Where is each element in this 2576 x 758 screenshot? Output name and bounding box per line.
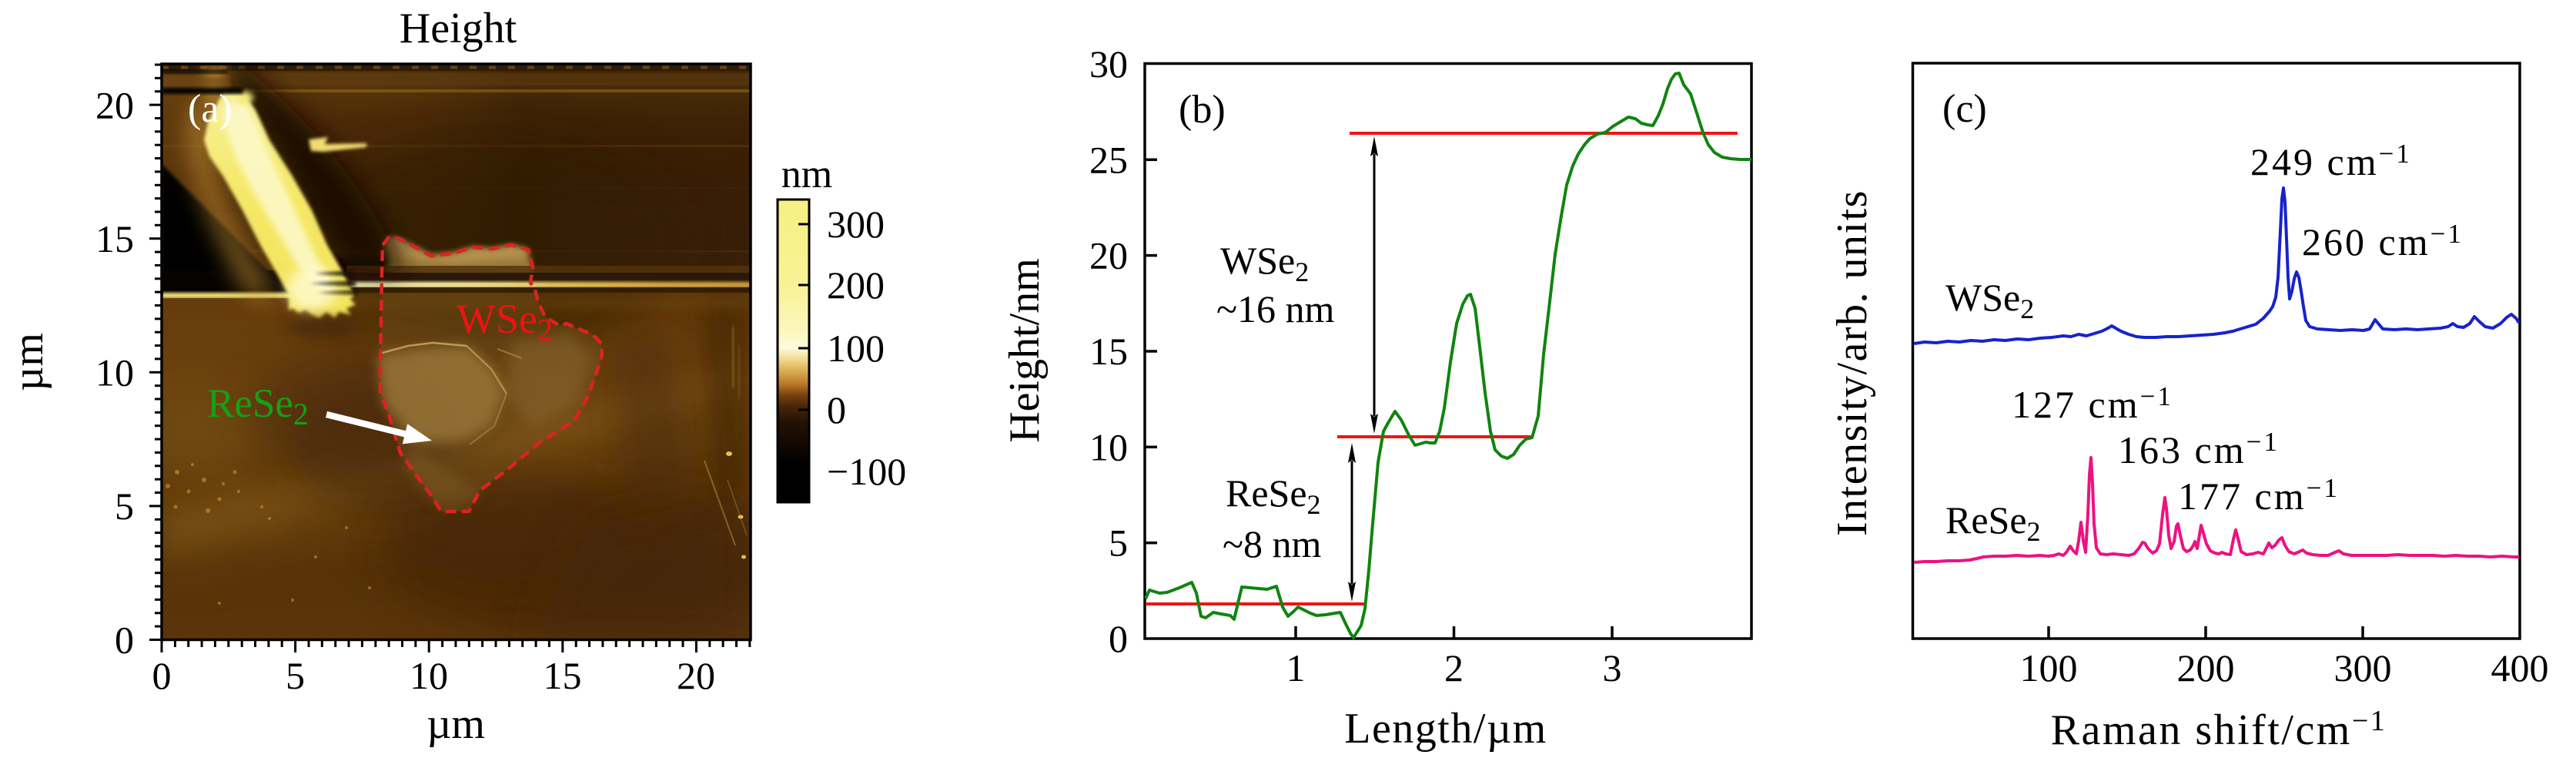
svg-text:5: 5 bbox=[286, 654, 305, 697]
svg-text:µm: µm bbox=[427, 700, 485, 748]
svg-text:(b): (b) bbox=[1179, 88, 1226, 132]
svg-text:−100: −100 bbox=[827, 450, 906, 493]
svg-text:100: 100 bbox=[827, 327, 885, 370]
svg-text:0: 0 bbox=[827, 388, 846, 431]
svg-text:2: 2 bbox=[1444, 646, 1464, 689]
svg-text:260 cm−1: 260 cm−1 bbox=[2302, 219, 2464, 263]
svg-text:20: 20 bbox=[1089, 234, 1128, 277]
svg-text:WSe2: WSe2 bbox=[1220, 239, 1309, 287]
svg-text:100: 100 bbox=[2020, 646, 2078, 689]
svg-text:10: 10 bbox=[95, 351, 134, 394]
svg-text:nm: nm bbox=[781, 153, 832, 196]
svg-text:(a): (a) bbox=[188, 87, 233, 131]
svg-text:1: 1 bbox=[1286, 646, 1306, 689]
svg-text:300: 300 bbox=[827, 203, 885, 246]
svg-text:Raman shift/cm−1: Raman shift/cm−1 bbox=[2051, 705, 2387, 754]
svg-text:5: 5 bbox=[1109, 522, 1128, 565]
svg-text:163 cm−1: 163 cm−1 bbox=[2118, 427, 2280, 471]
svg-text:127 cm−1: 127 cm−1 bbox=[2012, 381, 2173, 426]
svg-text:ReSe2: ReSe2 bbox=[1945, 498, 2041, 547]
svg-text:(c): (c) bbox=[1942, 87, 1987, 131]
svg-text:0: 0 bbox=[1109, 617, 1128, 660]
svg-text:3: 3 bbox=[1603, 646, 1622, 689]
svg-text:200: 200 bbox=[827, 263, 885, 307]
svg-text:~8 nm: ~8 nm bbox=[1223, 522, 1322, 565]
svg-text:ReSe2: ReSe2 bbox=[1226, 471, 1321, 520]
svg-text:Intensity/arb. units: Intensity/arb. units bbox=[1828, 190, 1876, 536]
svg-text:30: 30 bbox=[1089, 42, 1128, 86]
svg-text:177 cm−1: 177 cm−1 bbox=[2178, 473, 2340, 518]
svg-text:0: 0 bbox=[115, 619, 134, 662]
svg-text:20: 20 bbox=[95, 84, 134, 127]
svg-text:10: 10 bbox=[1089, 425, 1128, 468]
svg-text:20: 20 bbox=[677, 654, 715, 697]
svg-text:5: 5 bbox=[115, 485, 134, 528]
svg-text:~16 nm: ~16 nm bbox=[1216, 287, 1335, 330]
svg-text:400: 400 bbox=[2491, 646, 2549, 689]
svg-text:ReSe2: ReSe2 bbox=[207, 381, 309, 431]
svg-text:15: 15 bbox=[95, 217, 134, 260]
svg-text:µm: µm bbox=[5, 333, 52, 391]
svg-text:WSe2: WSe2 bbox=[1945, 276, 2034, 324]
svg-text:10: 10 bbox=[410, 654, 448, 697]
svg-text:WSe2: WSe2 bbox=[457, 296, 553, 347]
svg-text:300: 300 bbox=[2334, 646, 2392, 689]
svg-text:0: 0 bbox=[152, 654, 172, 697]
svg-text:Height: Height bbox=[400, 5, 517, 52]
svg-text:200: 200 bbox=[2177, 646, 2235, 689]
svg-text:15: 15 bbox=[1089, 330, 1128, 373]
svg-text:Length/µm: Length/µm bbox=[1344, 705, 1547, 753]
svg-text:249 cm−1: 249 cm−1 bbox=[2250, 139, 2412, 183]
svg-text:Height/nm: Height/nm bbox=[1001, 258, 1049, 443]
svg-text:25: 25 bbox=[1089, 138, 1128, 181]
svg-text:15: 15 bbox=[544, 654, 582, 697]
